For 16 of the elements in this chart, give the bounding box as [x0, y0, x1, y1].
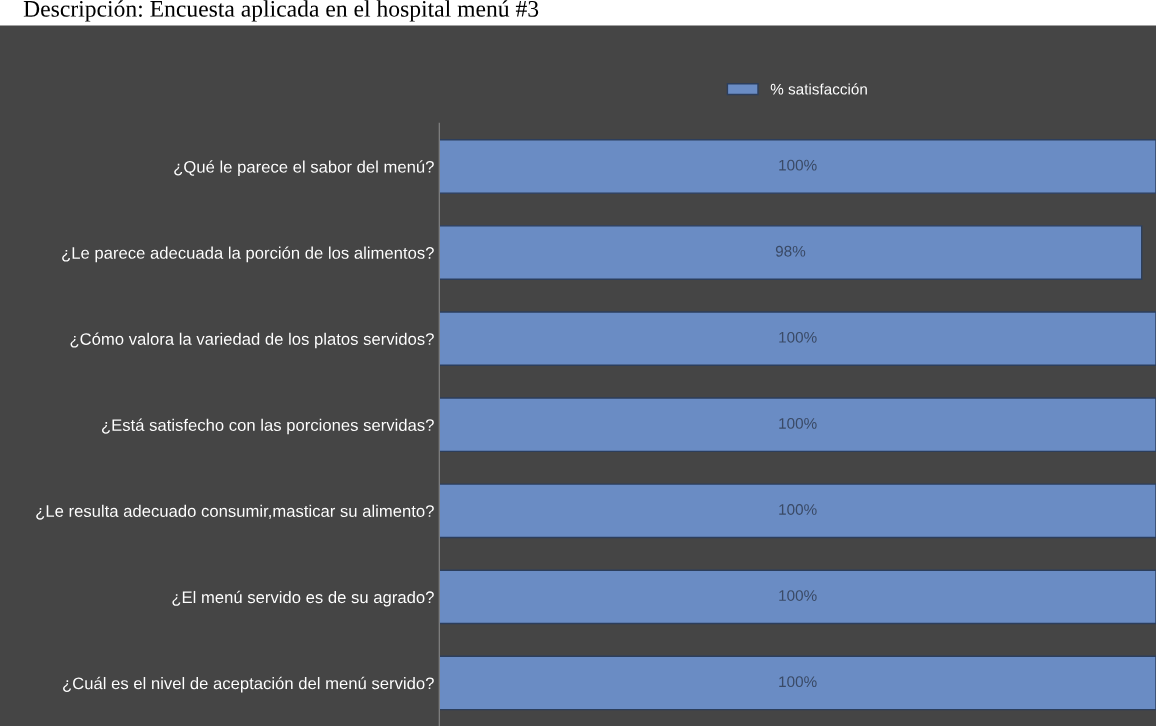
y-tick-label: ¿Le parece adecuada la porción de los alimentos?	[62, 246, 434, 263]
data-label: 100%	[779, 504, 817, 515]
y-tick-label: ¿Le resulta adecuado consumir,masticar su alimento?	[36, 504, 434, 520]
chart-title: Descripción: Encuesta aplicada en el hospital menú #3	[23, 0, 539, 22]
data-label: 100%	[779, 676, 817, 688]
data-label: 100%	[779, 590, 817, 601]
y-tick-label: ¿Cuál es el nivel de aceptación del menú servido?	[63, 676, 434, 693]
data-label: 100%	[779, 417, 817, 429]
y-tick-label: ¿Está satisfecho con las porciones servidas?	[102, 418, 434, 435]
data-label: 100%	[779, 159, 817, 171]
y-tick-label: ¿Qué le parece el sabor del menú?	[174, 160, 434, 177]
y-tick-label: ¿Cómo valora la variedad de los platos servidos?	[70, 332, 434, 349]
data-label: 98%	[775, 245, 806, 257]
legend-label: % satisfacción	[770, 83, 867, 95]
y-tick-label: ¿El menú servido es de su agrado?	[172, 590, 434, 607]
data-label: 100%	[779, 331, 817, 343]
